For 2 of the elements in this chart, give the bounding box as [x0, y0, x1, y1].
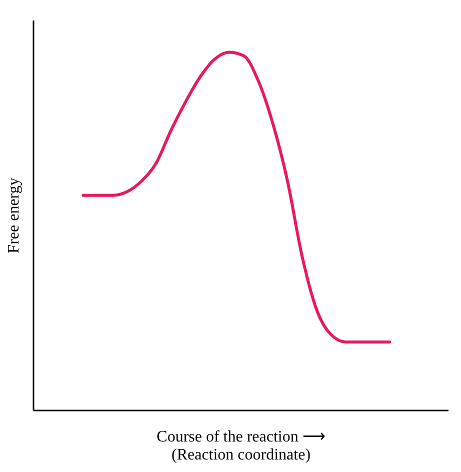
y-axis-title: Free energy	[6, 178, 22, 254]
x-axis-title: Course of the reaction ⟶ (Reaction coordinate)	[156, 428, 326, 464]
